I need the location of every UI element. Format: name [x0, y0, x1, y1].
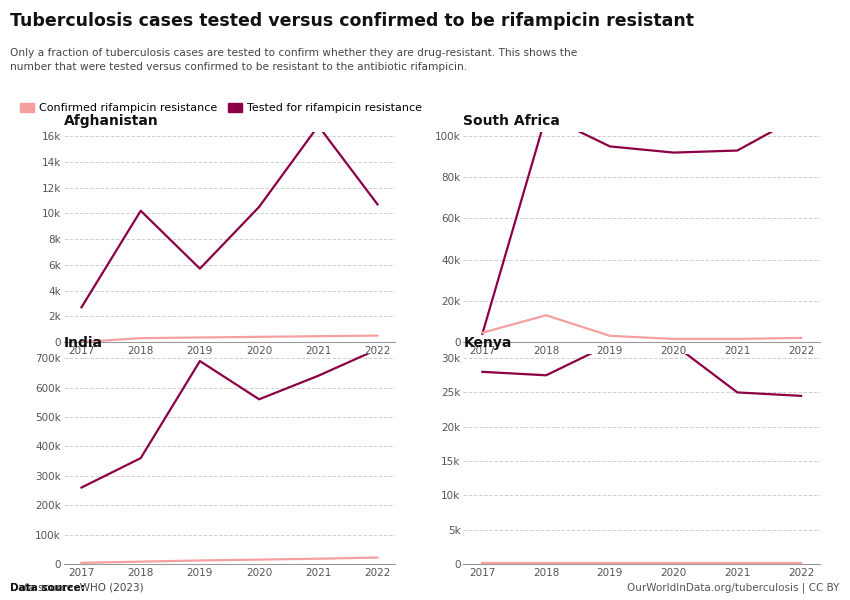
Text: Kenya: Kenya — [463, 336, 512, 350]
Text: India: India — [64, 336, 103, 350]
Text: South Africa: South Africa — [463, 114, 560, 128]
Legend: Confirmed rifampicin resistance, Tested for rifampicin resistance: Confirmed rifampicin resistance, Tested … — [16, 98, 427, 118]
Text: Data source: WHO (2023): Data source: WHO (2023) — [10, 583, 144, 593]
Text: Our World: Our World — [709, 18, 767, 28]
Text: OurWorldInData.org/tuberculosis | CC BY: OurWorldInData.org/tuberculosis | CC BY — [627, 582, 840, 593]
Text: Data source:: Data source: — [10, 583, 85, 593]
Text: Only a fraction of tuberculosis cases are tested to confirm whether they are dru: Only a fraction of tuberculosis cases ar… — [10, 48, 577, 71]
Text: Tuberculosis cases tested versus confirmed to be rifampicin resistant: Tuberculosis cases tested versus confirm… — [10, 12, 694, 30]
Text: in Data: in Data — [717, 31, 758, 41]
Text: Afghanistan: Afghanistan — [64, 114, 158, 128]
